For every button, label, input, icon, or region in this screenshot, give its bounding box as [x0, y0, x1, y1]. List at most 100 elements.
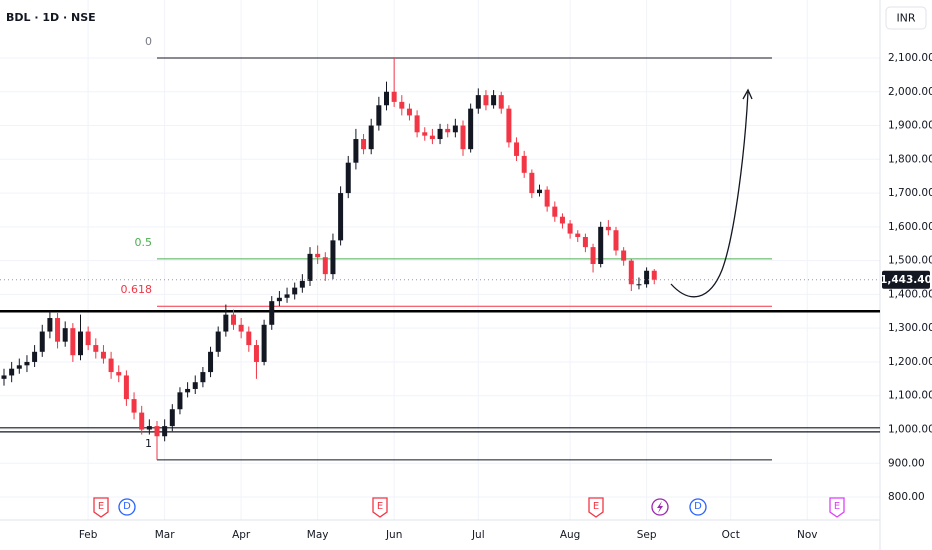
candle-body	[146, 426, 152, 430]
candle-body	[437, 128, 443, 140]
candle-body	[9, 368, 15, 376]
event-icon	[372, 497, 388, 518]
event-label[interactable]: E	[377, 501, 383, 512]
candle-body	[116, 372, 122, 376]
candle-body	[100, 351, 106, 359]
candle-body	[406, 108, 412, 116]
candle-body	[598, 226, 604, 264]
y-tick-label: 1,000.00	[888, 423, 932, 435]
y-tick-label: 1,200.00	[888, 356, 932, 368]
arrow-head	[742, 88, 753, 100]
x-tick-label: Oct	[722, 529, 740, 541]
x-tick-label: Feb	[79, 529, 98, 541]
candle-body	[24, 361, 30, 366]
event-label[interactable]: E	[98, 501, 104, 512]
candle-body	[605, 226, 611, 231]
candle-body	[559, 216, 565, 224]
drawings: 0 0.5 0.618 1	[0, 35, 880, 461]
candle-body	[376, 105, 382, 126]
last-price: 1,443.40	[0, 270, 932, 289]
candle-body	[368, 125, 374, 150]
candle-body	[391, 91, 397, 102]
last-price-label: 1,443.40	[880, 274, 932, 286]
fib-level-label: 0.618	[121, 283, 153, 296]
event-icon	[118, 498, 136, 516]
last-price-box	[882, 270, 930, 289]
candle-body	[491, 95, 497, 106]
candle-body	[529, 172, 535, 194]
projection-arrow	[670, 91, 749, 298]
y-tick-label: 1,900.00	[888, 120, 932, 132]
fib-level-label: 0	[145, 35, 152, 48]
candle-body	[483, 95, 489, 106]
candle-body	[544, 189, 550, 207]
candles	[1, 57, 657, 460]
candle-body	[215, 331, 221, 352]
candle-body	[429, 135, 435, 140]
candle-body	[85, 331, 91, 346]
fib-level-label: 1	[145, 437, 152, 450]
currency[interactable]: INR	[896, 12, 915, 25]
candle-body	[475, 95, 481, 109]
candle-body	[284, 294, 290, 298]
y-tick-label: 1,400.00	[888, 288, 932, 300]
candle-body	[468, 108, 474, 150]
y-tick-label: 2,000.00	[888, 86, 932, 98]
candle-body	[345, 162, 351, 194]
event-label[interactable]: D	[123, 501, 131, 512]
candle-body	[514, 142, 520, 156]
candle-body	[422, 132, 428, 136]
event-icon	[689, 498, 707, 516]
candle-body	[70, 328, 76, 356]
candle-body	[537, 189, 542, 194]
currency-box[interactable]	[885, 6, 927, 30]
candle-body	[47, 318, 53, 332]
fib-level-label: 0.5	[135, 236, 153, 249]
x-tick-label: Jun	[385, 529, 402, 541]
candle-body	[131, 399, 137, 413]
candle-body	[644, 270, 650, 285]
candle-body	[292, 287, 298, 295]
candle-body	[269, 301, 275, 325]
chart-title: BDL · 1D · NSE	[6, 11, 96, 24]
candle-body	[621, 250, 627, 261]
candle-body	[1, 375, 7, 379]
candle-body	[338, 193, 344, 241]
candle-body	[613, 230, 619, 251]
candle-body	[414, 115, 420, 133]
event-icon	[588, 497, 604, 518]
candle-body	[506, 108, 512, 143]
candle-body	[628, 260, 634, 285]
candle-body	[39, 331, 45, 352]
lightning-icon	[657, 501, 663, 513]
candle-body	[552, 206, 558, 217]
candle-body	[567, 223, 573, 234]
candle-body	[139, 412, 145, 430]
candle-body	[32, 351, 38, 362]
event-label[interactable]: E	[593, 501, 599, 512]
candle-body	[55, 318, 61, 342]
event-icon	[829, 497, 845, 518]
y-tick-label: 1,800.00	[888, 153, 932, 165]
y-tick-label: 1,600.00	[888, 221, 932, 233]
event-label[interactable]: E	[834, 501, 840, 512]
candle-body	[582, 236, 588, 248]
candle-body	[93, 345, 99, 352]
event-label[interactable]: D	[694, 501, 702, 512]
candle-body	[452, 125, 458, 133]
candle-body	[108, 358, 114, 373]
candle-body	[498, 95, 504, 109]
candle-body	[169, 409, 175, 427]
x-tick-label: Apr	[232, 529, 251, 541]
candle-body	[78, 331, 83, 356]
candle-body	[246, 331, 252, 346]
candle-body	[185, 388, 191, 393]
candle-body	[307, 253, 313, 281]
candle-body	[299, 280, 305, 288]
candle-body	[353, 139, 359, 163]
y-tick-label: 1,100.00	[888, 390, 932, 402]
candle-body	[123, 375, 129, 400]
